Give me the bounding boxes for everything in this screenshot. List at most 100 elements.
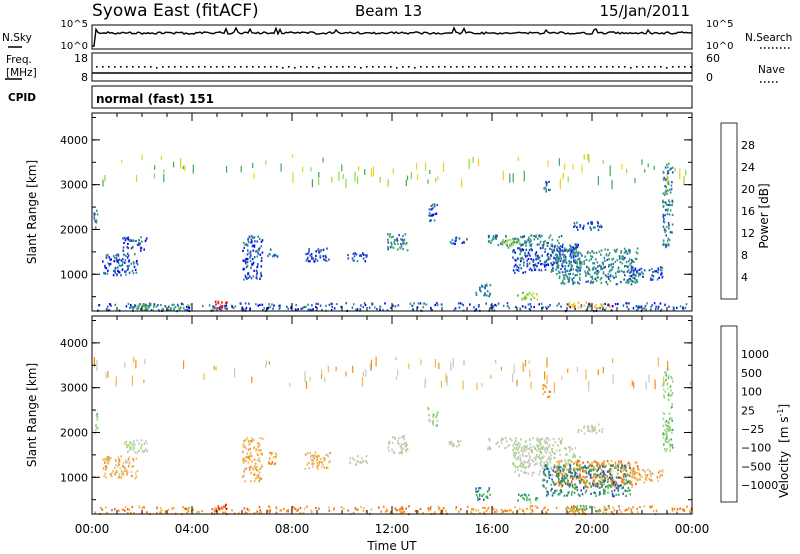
range-gate-cell xyxy=(565,453,567,456)
range-gate-cell xyxy=(386,509,389,512)
range-gate-cell xyxy=(98,304,100,307)
range-gate-cell xyxy=(608,254,610,257)
range-gate-cell xyxy=(585,308,588,312)
range-gate-cell xyxy=(671,392,674,395)
range-gate-cell xyxy=(519,263,521,267)
range-gate-cell xyxy=(649,277,652,280)
range-gate-cell xyxy=(596,273,598,276)
range-gate-cell xyxy=(600,303,602,306)
range-gate-cell xyxy=(556,261,558,265)
range-gate-cell xyxy=(600,281,603,285)
range-gate-cell xyxy=(594,305,596,308)
range-gate-cell xyxy=(662,220,665,223)
range-gate-cell xyxy=(495,237,497,240)
range-gate-cell xyxy=(153,303,156,306)
range-gate-cell xyxy=(665,163,668,166)
range-gate-cell xyxy=(635,270,638,273)
range-gate-cell xyxy=(513,456,516,459)
range-gate-cell xyxy=(123,466,125,469)
nave-point xyxy=(312,66,314,68)
nave-point xyxy=(450,66,452,68)
range-gate-cell xyxy=(267,307,269,310)
range-gate-cell xyxy=(630,279,632,282)
range-gate-cell xyxy=(449,241,452,244)
range-gate-cell xyxy=(587,222,589,225)
range-gate-cell xyxy=(495,234,497,237)
range-gate-cell xyxy=(519,247,521,250)
range-gate-cell xyxy=(576,245,579,249)
range-gate-cell xyxy=(247,273,249,276)
range-gate-cell xyxy=(517,266,520,269)
range-gate-cell xyxy=(667,166,669,169)
range-gate-cell xyxy=(651,267,653,270)
range-gate-cell xyxy=(524,240,526,243)
range-gate-cell xyxy=(626,168,628,174)
range-gate-cell xyxy=(519,257,522,260)
range-gate-cell xyxy=(588,302,590,305)
range-gate-cell xyxy=(500,512,503,515)
range-gate-cell xyxy=(620,460,623,463)
range-gate-cell xyxy=(521,297,523,300)
range-gate-cell xyxy=(504,239,507,242)
range-gate-cell xyxy=(599,464,601,467)
scatter-region xyxy=(567,301,611,310)
range-gate-cell xyxy=(512,511,514,514)
range-gate-cell xyxy=(671,428,674,431)
range-gate-cell xyxy=(124,236,126,240)
range-gate-cell xyxy=(612,479,614,482)
range-gate-cell xyxy=(488,235,490,238)
range-gate-cell xyxy=(627,265,629,268)
range-gate-cell xyxy=(560,268,562,271)
range-gate-cell xyxy=(590,221,592,224)
range-gate-cell xyxy=(280,509,282,512)
range-gate-cell xyxy=(530,381,532,389)
range-gate-cell xyxy=(634,281,637,284)
range-gate-cell xyxy=(249,256,251,259)
range-gate-cell xyxy=(243,246,245,249)
range-gate-cell xyxy=(644,169,646,173)
range-gate-cell xyxy=(549,451,551,455)
range-gate-cell xyxy=(516,265,518,268)
range-gate-cell xyxy=(632,276,634,280)
range-gate-cell xyxy=(522,271,524,274)
range-gate-cell xyxy=(95,414,98,418)
range-gate-cell xyxy=(551,451,554,454)
range-gate-cell xyxy=(669,385,672,388)
range-gate-cell xyxy=(624,265,626,268)
range-gate-cell xyxy=(581,164,583,173)
range-gate-cell xyxy=(260,245,263,248)
range-gate-cell xyxy=(260,466,262,469)
range-gate-cell xyxy=(666,441,669,444)
range-gate-cell xyxy=(556,248,558,252)
range-gate-cell xyxy=(517,294,519,297)
range-gate-cell xyxy=(600,478,603,481)
range-gate-cell xyxy=(572,256,575,259)
range-gate-cell xyxy=(597,222,599,225)
range-gate-cell xyxy=(130,247,133,250)
range-gate-cell xyxy=(629,249,631,252)
range-gate-cell xyxy=(573,248,575,252)
range-gate-cell xyxy=(457,440,459,443)
range-gate-cell xyxy=(611,485,613,488)
colorbar-tick-label: −25 xyxy=(741,423,764,436)
range-gate-cell xyxy=(602,271,605,274)
range-gate-cell xyxy=(669,168,671,171)
range-gate-cell xyxy=(462,380,464,390)
range-gate-cell xyxy=(529,462,531,466)
range-gate-cell xyxy=(622,469,624,472)
range-gate-cell xyxy=(563,480,566,483)
range-gate-cell xyxy=(577,244,579,247)
range-gate-cell xyxy=(540,457,543,460)
range-gate-cell xyxy=(523,264,525,267)
scatter-region xyxy=(304,451,331,470)
range-gate-cell xyxy=(529,267,532,270)
range-gate-cell xyxy=(583,511,585,514)
range-gate-cell xyxy=(522,243,524,246)
range-gate-cell xyxy=(543,455,545,458)
range-gate-cell xyxy=(571,508,573,511)
range-gate-cell xyxy=(579,269,581,272)
range-gate-cell xyxy=(553,466,556,469)
range-gate-cell xyxy=(663,243,665,246)
range-gate-cell xyxy=(610,484,612,487)
